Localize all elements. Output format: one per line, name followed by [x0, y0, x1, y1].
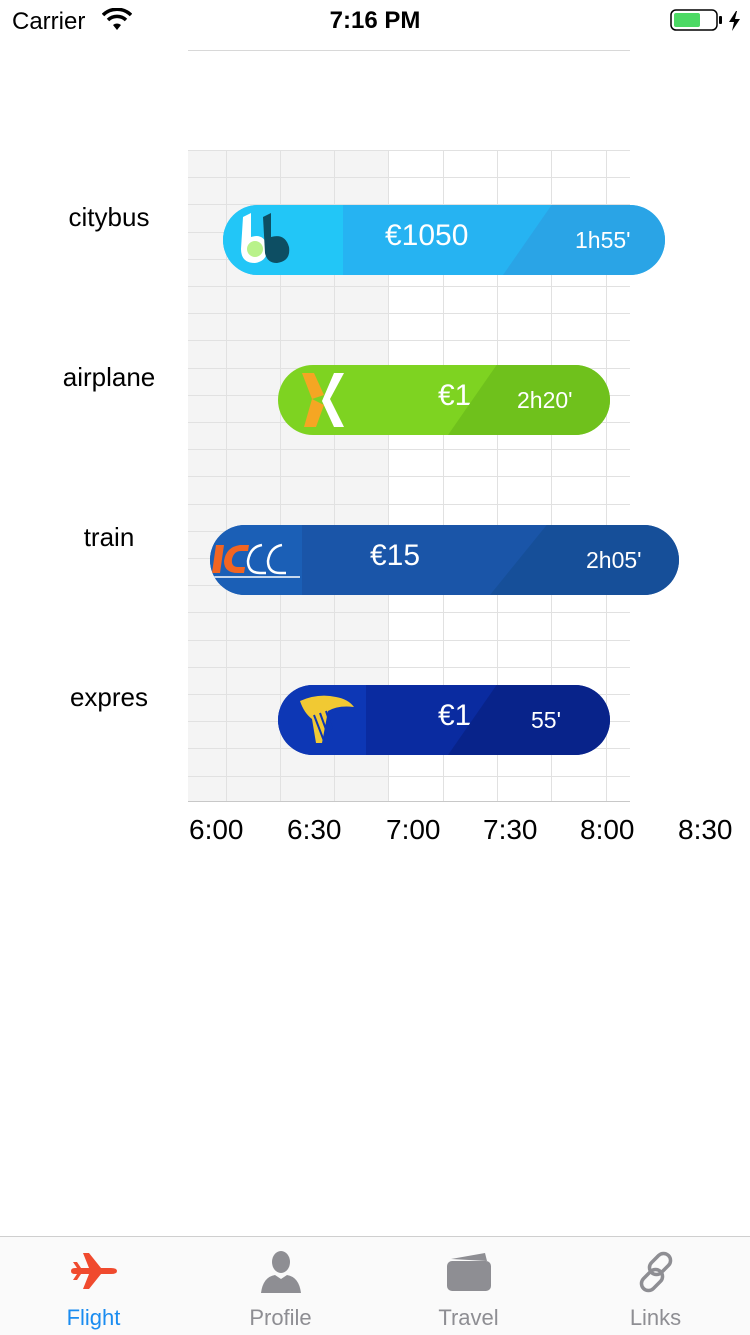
row-label-expres: expres: [69, 682, 149, 712]
grid-line-vertical: [226, 150, 227, 802]
person-icon: [259, 1249, 303, 1300]
trip-bar-expres[interactable]: €1 55': [278, 685, 610, 755]
x-tick-label: 7:00: [386, 814, 441, 845]
grid-line-vertical: [388, 150, 389, 802]
row-label-airplane: airplane: [62, 362, 156, 392]
citybus-price: €1050: [385, 219, 469, 252]
airplane-duration: 2h20': [517, 387, 573, 413]
tab-links-label: Links: [629, 1305, 682, 1330]
grid-line-horizontal: [188, 449, 630, 450]
x-tick-label: 8:00: [580, 814, 635, 845]
train-duration: 2h05': [586, 547, 642, 573]
x-tick-label: 6:30: [287, 814, 342, 845]
status-time: 7:16 PM: [329, 7, 421, 34]
carrier-label: Carrier: [12, 8, 86, 35]
wifi-icon: [101, 7, 133, 37]
grid-line-horizontal: [188, 286, 630, 287]
airplane-logo: [278, 365, 358, 435]
airplane-icon: [69, 1249, 119, 1298]
header-divider: [188, 50, 630, 51]
x-tick-label: 6:00: [189, 814, 244, 845]
x-tick-label: 8:30: [678, 814, 733, 845]
expres-logo: [278, 685, 366, 755]
citybus-logo: [223, 205, 343, 275]
grid-line-horizontal: [188, 667, 630, 668]
x-axis-line: [188, 801, 630, 802]
grid-line-vertical: [606, 150, 607, 802]
expres-duration: 55': [531, 707, 561, 733]
grid-line-horizontal: [188, 177, 630, 178]
tab-profile-label: Profile: [249, 1305, 312, 1330]
wallet-icon: [445, 1249, 493, 1298]
row-label-citybus: citybus: [68, 202, 150, 232]
grid-line-horizontal: [188, 476, 630, 477]
trip-bar-citybus[interactable]: €1050 1h55': [223, 205, 665, 275]
tab-travel-label: Travel: [438, 1305, 499, 1330]
grid-line-horizontal: [188, 504, 630, 505]
row-label-train: train: [83, 522, 135, 552]
train-logo: [210, 525, 302, 595]
battery-icon: [670, 9, 744, 38]
grid-line-horizontal: [188, 204, 630, 205]
grid-line-horizontal: [188, 776, 630, 777]
tab-bar: Flight Profile Travel Links: [0, 1236, 750, 1335]
status-bar: Carrier 7:16 PM: [0, 0, 750, 40]
tab-links[interactable]: Links: [562, 1237, 749, 1335]
train-price: €15: [370, 539, 421, 572]
trip-bar-train[interactable]: €15 2h05': [210, 525, 679, 595]
expres-duration-panel: [448, 685, 610, 755]
grid-line-vertical: [280, 150, 281, 802]
tab-profile[interactable]: Profile: [187, 1237, 374, 1335]
grid-line-horizontal: [188, 150, 630, 151]
grid-line-vertical: [334, 150, 335, 802]
tab-flight[interactable]: Flight: [0, 1237, 187, 1335]
airplane-price: €1: [438, 379, 472, 412]
citybus-duration: 1h55': [575, 227, 631, 253]
trip-bar-airplane[interactable]: €1 2h20': [278, 365, 610, 435]
expres-price: €1: [438, 699, 472, 732]
link-icon: [633, 1249, 679, 1300]
tab-travel[interactable]: Travel: [375, 1237, 562, 1335]
grid-line-vertical: [497, 150, 498, 802]
grid-line-horizontal: [188, 340, 630, 341]
train-duration-panel: [490, 525, 679, 595]
grid-line-vertical: [443, 150, 444, 802]
grid-line-horizontal: [188, 640, 630, 641]
grid-line-vertical: [551, 150, 552, 802]
x-tick-label: 7:30: [483, 814, 538, 845]
grid-line-horizontal: [188, 612, 630, 613]
tab-flight-label: Flight: [66, 1305, 121, 1330]
grid-line-horizontal: [188, 313, 630, 314]
